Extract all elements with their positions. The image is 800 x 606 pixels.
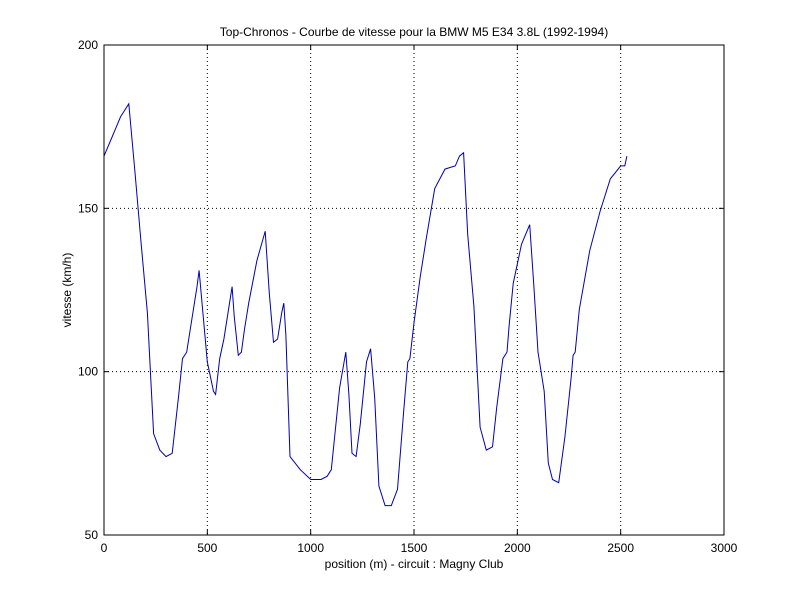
- x-tick-label: 500: [197, 541, 217, 555]
- y-tick-label: 200: [78, 38, 98, 52]
- x-tick-label: 1500: [401, 541, 428, 555]
- x-axis-label: position (m) - circuit : Magny Club: [325, 557, 504, 571]
- chart-title: Top-Chronos - Courbe de vitesse pour la …: [220, 25, 608, 39]
- x-tick-label: 2500: [607, 541, 634, 555]
- x-tick-label: 1000: [297, 541, 324, 555]
- y-axis-label: vitesse (km/h): [60, 253, 74, 328]
- x-tick-label: 2000: [504, 541, 531, 555]
- y-tick-label: 50: [85, 528, 99, 542]
- y-tick-label: 150: [78, 201, 98, 215]
- speed-series-line: [103, 102, 628, 507]
- x-tick-label: 3000: [711, 541, 738, 555]
- x-tick-label: 0: [101, 541, 108, 555]
- grid-lines: [104, 45, 724, 535]
- axis-ticks: 0 500 1000 1500 2000 2500 3000 50 100 150 200: [78, 38, 738, 555]
- y-tick-label: 100: [78, 365, 98, 379]
